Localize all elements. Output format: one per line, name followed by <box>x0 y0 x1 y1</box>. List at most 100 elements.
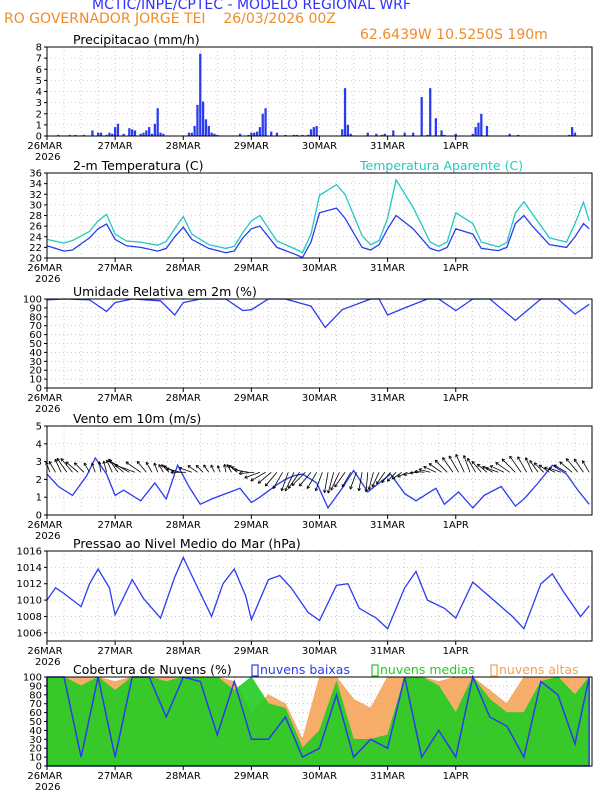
precip-bar <box>238 133 242 136</box>
y-tick-label: 5 <box>36 76 42 87</box>
x-tick-label: 26MAR <box>27 771 62 782</box>
precip-bar <box>440 130 443 136</box>
wind-arrowhead <box>381 479 385 483</box>
y-tick-label: 32 <box>29 190 42 201</box>
wind-arrowhead <box>97 461 102 465</box>
wind-arrowhead <box>538 464 543 468</box>
x-year-label: 2026 <box>35 274 60 285</box>
x-tick-label: 30MAR <box>302 771 337 782</box>
y-tick-label: 20 <box>29 254 42 265</box>
wind-arrowhead <box>287 485 292 489</box>
y-tick-label: 1016 <box>17 547 42 558</box>
precip-bar <box>145 130 148 136</box>
x-tick-label: 30MAR <box>302 263 337 274</box>
precip-bar <box>295 134 298 136</box>
precip-bar <box>312 127 315 136</box>
wind-arrowhead <box>442 457 446 461</box>
y-tick-label: 24 <box>29 232 42 243</box>
precip-bar <box>162 133 165 136</box>
precip-bar <box>426 134 429 136</box>
legend-swatch <box>371 664 379 677</box>
legend-swatch <box>251 664 259 677</box>
y-tick-label: 4 <box>36 439 42 450</box>
panel-4 <box>44 425 593 519</box>
wind-arrowhead <box>166 467 170 471</box>
precip-bar <box>508 133 511 136</box>
precip-bar <box>131 129 134 136</box>
x-tick-label: 29MAR <box>234 393 269 404</box>
panel-title: Cobertura de Nuvens (%) <box>73 662 232 677</box>
precip-bar <box>343 88 347 136</box>
y-tick-label: 80 <box>29 312 42 323</box>
y-tick-label: 10 <box>29 375 42 386</box>
wind-arrowhead <box>158 464 162 468</box>
wind-vector <box>428 463 442 473</box>
precip-bar <box>111 133 114 136</box>
wind-vector <box>203 464 210 473</box>
wind-vector <box>495 462 510 473</box>
x-tick-label: 27MAR <box>98 646 133 657</box>
wind-vector <box>48 461 56 473</box>
x-tick-label: 1APR <box>443 520 469 531</box>
legend-label: nuvens baixas <box>260 662 350 677</box>
wind-arrowhead <box>391 476 396 480</box>
precip-bar <box>187 132 191 136</box>
wind-vector <box>418 468 431 473</box>
precip-bar <box>96 132 100 136</box>
wind-vector <box>386 471 397 482</box>
x-tick-label: 30MAR <box>302 646 337 657</box>
wind-vector <box>306 472 318 489</box>
wind-vector <box>371 472 380 488</box>
precip-bar <box>264 108 267 136</box>
precip-bar <box>139 133 142 136</box>
precip-bar <box>247 134 250 136</box>
x-tick-label: 31MAR <box>370 646 405 657</box>
precip-bar <box>116 123 120 136</box>
wind-vector <box>573 458 584 473</box>
y-tick-label: 28 <box>29 211 42 222</box>
wind-vector <box>455 454 465 473</box>
wind-vector <box>538 464 550 473</box>
precip-bar <box>485 125 489 136</box>
wind-vector <box>226 464 232 473</box>
x-tick-label: 28MAR <box>166 393 201 404</box>
y-tick-label: 30 <box>29 735 42 746</box>
wind-arrowhead <box>467 457 471 462</box>
precip-bar <box>156 108 159 136</box>
series-line <box>46 298 590 329</box>
precip-bar <box>150 133 154 136</box>
wind-arrowhead <box>376 481 380 485</box>
y-tick-label: 1014 <box>17 563 42 574</box>
x-tick-label: 27MAR <box>98 141 133 152</box>
precip-bar <box>309 129 313 136</box>
wind-arrowhead <box>108 460 113 464</box>
x-tick-label: 28MAR <box>166 646 201 657</box>
x-tick-label: 29MAR <box>234 263 269 274</box>
wind-arrowhead <box>482 466 486 470</box>
wind-arrowhead <box>386 478 391 482</box>
x-tick-label: 1APR <box>443 393 469 404</box>
wind-arrowhead <box>409 471 413 475</box>
wind-vector <box>376 472 386 485</box>
wind-vector <box>368 472 374 490</box>
wind-arrowhead <box>60 458 64 462</box>
precip-bar <box>568 134 571 136</box>
precip-bar <box>159 132 162 136</box>
precip-bar <box>142 132 145 136</box>
precip-bar <box>292 134 296 136</box>
x-tick-label: 28MAR <box>166 771 201 782</box>
cloud-nuvens-medias <box>46 676 590 767</box>
wind-arrowhead <box>291 482 295 487</box>
precip-bar <box>148 127 151 136</box>
wind-vector <box>281 472 289 492</box>
wind-arrowhead <box>582 460 586 464</box>
wind-vector <box>54 459 62 473</box>
wind-vector <box>381 472 391 483</box>
y-tick-label: 60 <box>29 330 42 341</box>
wind-vector <box>287 472 300 489</box>
wind-arrowhead <box>403 472 407 476</box>
wind-arrowhead <box>529 460 533 464</box>
y-tick-label: 1010 <box>17 596 42 607</box>
wind-vector <box>442 457 454 473</box>
